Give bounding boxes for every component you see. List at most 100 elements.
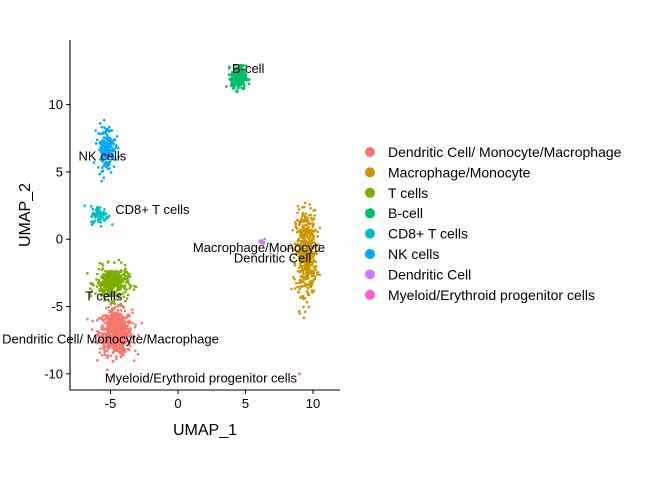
data-point — [306, 266, 310, 269]
data-point — [244, 72, 248, 76]
x-tick-label: 0 — [174, 396, 181, 411]
data-point — [112, 165, 116, 168]
data-point — [100, 276, 103, 279]
data-point — [303, 260, 307, 264]
data-point — [312, 265, 316, 269]
data-point — [112, 158, 115, 161]
data-point — [108, 163, 111, 167]
data-point — [91, 282, 94, 286]
data-point — [96, 218, 100, 222]
data-point — [308, 202, 311, 206]
data-point — [295, 230, 299, 234]
data-point — [296, 252, 300, 255]
y-tick-label: -10 — [44, 366, 63, 381]
data-point — [298, 372, 301, 375]
data-point — [123, 340, 127, 344]
data-point — [100, 125, 104, 129]
data-point — [231, 82, 235, 85]
data-point — [118, 276, 121, 280]
data-point — [123, 309, 127, 313]
data-point — [94, 129, 97, 132]
data-point — [240, 83, 244, 86]
data-point — [310, 218, 314, 222]
data-point — [311, 251, 314, 254]
data-point — [103, 327, 107, 331]
data-point — [121, 353, 125, 357]
data-point — [124, 267, 127, 271]
data-point — [111, 301, 115, 304]
data-point — [102, 210, 106, 214]
data-point — [263, 237, 266, 241]
data-point — [309, 206, 312, 210]
data-point — [125, 297, 129, 300]
data-point — [128, 330, 132, 334]
data-point — [104, 284, 108, 287]
data-point — [292, 256, 296, 260]
data-point — [307, 225, 311, 229]
data-point — [102, 286, 106, 289]
data-point — [124, 274, 127, 278]
data-point — [110, 307, 114, 310]
data-point — [99, 211, 102, 215]
data-point — [314, 260, 317, 263]
data-point — [103, 149, 107, 153]
data-point — [118, 347, 121, 350]
data-point — [120, 330, 124, 334]
data-point — [114, 158, 118, 161]
data-point — [119, 261, 123, 264]
data-point — [107, 305, 111, 309]
data-point — [107, 290, 111, 294]
data-point — [305, 290, 309, 293]
data-point — [110, 129, 114, 132]
data-point — [98, 206, 102, 209]
data-point — [289, 246, 293, 250]
data-point — [105, 155, 108, 158]
data-point — [228, 65, 231, 69]
data-point — [102, 218, 105, 222]
legend: Dendritic Cell/ Monocyte/Macrophage Macro… — [365, 144, 622, 303]
legend-key — [365, 228, 375, 239]
data-point — [115, 269, 118, 273]
data-point — [300, 280, 303, 284]
data-point — [108, 154, 112, 158]
data-point — [104, 132, 107, 135]
data-point — [311, 255, 315, 259]
data-point — [124, 329, 127, 332]
data-point — [99, 132, 103, 136]
data-point — [118, 324, 121, 328]
data-point — [310, 239, 314, 242]
data-point — [237, 70, 240, 73]
data-point — [117, 303, 120, 307]
data-point — [95, 285, 99, 288]
data-point — [95, 138, 99, 141]
data-point — [318, 273, 322, 277]
data-point — [127, 334, 131, 338]
data-point — [238, 77, 241, 80]
data-point — [126, 279, 129, 282]
data-point — [315, 252, 318, 256]
data-point — [304, 243, 307, 247]
data-point — [313, 242, 317, 245]
data-point — [123, 269, 126, 273]
data-point — [310, 263, 314, 266]
data-point — [89, 294, 93, 298]
data-point — [99, 338, 102, 342]
data-point — [103, 207, 106, 211]
data-point — [299, 220, 303, 224]
data-point — [101, 169, 105, 173]
data-point — [131, 311, 134, 315]
data-point — [309, 271, 312, 274]
data-point — [118, 315, 121, 319]
data-point — [299, 233, 303, 237]
data-point — [107, 299, 111, 303]
data-point — [117, 321, 121, 325]
data-point — [296, 218, 299, 222]
data-point — [296, 285, 299, 289]
legend-key — [365, 249, 375, 259]
data-point — [125, 270, 129, 274]
data-point — [120, 275, 123, 279]
data-point — [92, 340, 96, 344]
data-point — [313, 268, 317, 271]
data-point — [118, 292, 122, 296]
data-point — [100, 146, 104, 150]
